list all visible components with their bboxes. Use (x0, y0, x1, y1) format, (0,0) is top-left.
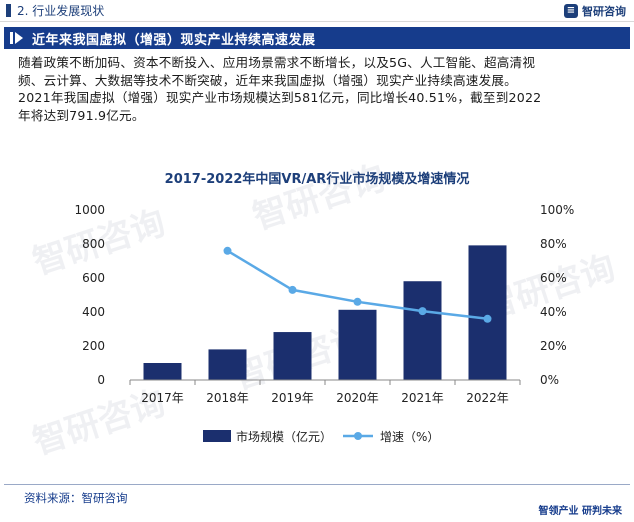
x-axis: 2017年 2018年 2019年 2020年 2021年 2022年 (129, 379, 521, 405)
legend-line-marker (354, 432, 362, 440)
description-paragraph: 随着政策不断加码、资本不断投入、应用场景需求不断增长，以及5G、人工智能、超高清… (18, 54, 618, 124)
source-note: 资料来源：智研咨询 (24, 491, 128, 505)
x-tick-label: 2017年 (141, 391, 184, 405)
x-tick-label: 2020年 (336, 391, 379, 405)
legend: 市场规模（亿元） 增速（%） (203, 429, 439, 444)
x-tick-label: 2019年 (271, 391, 314, 405)
y2-tick-label: 0% (540, 373, 559, 387)
y-tick-label: 400 (82, 305, 105, 319)
paragraph-line: 频、云计算、大数据等技术不断突破，近年来我国虚拟（增强）现实产业持续高速发展。 (18, 72, 517, 88)
bar (143, 363, 182, 380)
chart-plot: 0 200 400 600 800 1000 0% 20% 40% 60% 80% 100% 201… (74, 203, 574, 444)
page-title: 近年来我国虚拟（增强）现实产业持续高速发展 (32, 32, 316, 48)
growth-point (353, 297, 362, 306)
growth-point (418, 307, 427, 316)
y-tick-label: 200 (82, 339, 105, 353)
growth-point (223, 246, 232, 255)
paragraph-line: 随着政策不断加码、资本不断投入、应用场景需求不断增长，以及5G、人工智能、超高清… (18, 55, 536, 70)
x-tick-label: 2022年 (466, 391, 509, 405)
growth-point (288, 285, 297, 294)
title-arrow-icon (10, 31, 26, 45)
y2-tick-label: 40% (540, 305, 567, 319)
section-marker (6, 4, 11, 17)
y-axis-left: 0 200 400 600 800 1000 (74, 203, 105, 387)
paragraph-line: 年将达到791.9亿元。 (18, 107, 145, 123)
x-tick-label: 2018年 (206, 391, 249, 405)
growth-point (483, 314, 492, 323)
y-tick-label: 1000 (74, 203, 105, 217)
y-axis-right: 0% 20% 40% 60% 80% 100% (540, 203, 574, 387)
section-heading: 2. 行业发展现状 (0, 2, 104, 19)
bar-series (143, 245, 507, 380)
y2-tick-label: 20% (540, 339, 567, 353)
bar (468, 245, 507, 380)
chart-title: 2017-2022年中国VR/AR行业市场规模及增速情况 (164, 172, 470, 187)
footer-slogan: 智领产业 研判未来 (538, 506, 622, 517)
line-series (223, 246, 492, 323)
brand-logo-icon: ≡ (564, 3, 578, 18)
legend-bar-label: 市场规模（亿元） (236, 429, 332, 444)
growth-line (226, 249, 488, 321)
y-tick-label: 600 (82, 271, 105, 285)
y2-tick-label: 100% (540, 203, 574, 217)
paragraph-line: 2021年我国虚拟（增强）现实产业市场规模达到581亿元，同比增长40.51%，… (18, 90, 542, 105)
y-tick-label: 0 (97, 373, 105, 387)
footer-divider (4, 484, 630, 485)
brand-logo-text: 智研咨询 (582, 4, 626, 18)
legend-bar-swatch (203, 430, 231, 442)
brand-logo: ≡ 智研咨询 (564, 3, 634, 19)
bar (338, 309, 377, 380)
x-tick-label: 2021年 (401, 391, 444, 405)
y2-tick-label: 80% (540, 237, 567, 251)
bar (273, 332, 312, 380)
y2-tick-label: 60% (540, 271, 567, 285)
title-band: 近年来我国虚拟（增强）现实产业持续高速发展 (4, 27, 630, 49)
section-label: 2. 行业发展现状 (17, 4, 105, 18)
bar (403, 281, 442, 380)
bar (208, 349, 247, 380)
y-tick-label: 800 (82, 237, 105, 251)
legend-line-label: 增速（%） (380, 430, 439, 444)
header-bar: 2. 行业发展现状 ≡ 智研咨询 (0, 0, 634, 22)
